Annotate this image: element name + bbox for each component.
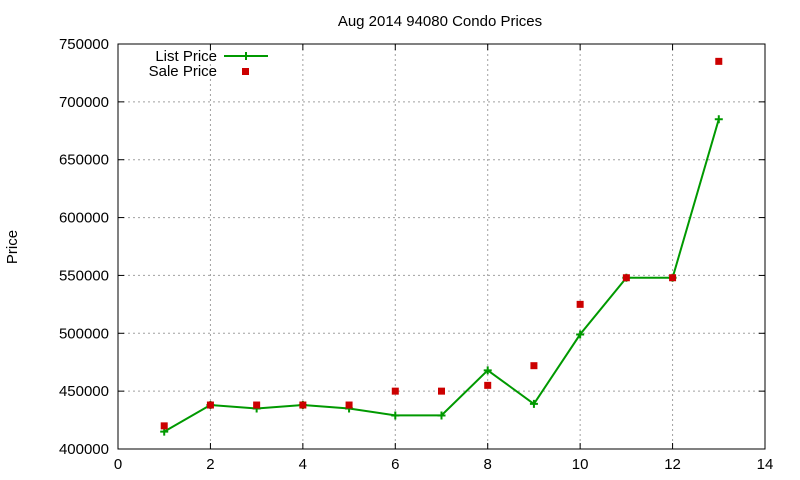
list-price-point (391, 411, 400, 420)
list-price-point (437, 411, 446, 420)
x-tick-label: 4 (299, 456, 307, 473)
legend-marker-sale-price (242, 68, 249, 75)
y-axis-label: Price (4, 230, 21, 264)
y-tick-label: 650000 (59, 152, 109, 169)
list-price-point (529, 399, 538, 408)
sale-price-point (206, 401, 214, 409)
list-price-line (163, 118, 720, 433)
y-tick-label: 550000 (59, 267, 109, 284)
x-tick-label: 12 (664, 456, 681, 473)
sale-price-point (484, 381, 492, 389)
sale-price-point (160, 422, 168, 430)
y-tick-label: 750000 (59, 36, 109, 53)
sale-price-point (622, 274, 630, 282)
x-tick-label: 6 (391, 456, 399, 473)
sale-price-point (345, 401, 353, 409)
y-tick-label: 500000 (59, 325, 109, 342)
sale-price-point (299, 401, 307, 409)
series-layer (160, 57, 723, 436)
legend-label-sale-price: Sale Price (149, 63, 217, 80)
list-price-point (714, 115, 723, 124)
list-price-point (576, 330, 585, 339)
list-price-point (483, 366, 492, 375)
sale-price-point (669, 274, 677, 282)
x-tick-label: 14 (757, 456, 774, 473)
sale-price-point (715, 57, 723, 65)
sale-price-point (253, 401, 261, 409)
x-tick-label: 2 (206, 456, 214, 473)
y-tick-label: 450000 (59, 383, 109, 400)
legend: List Price Sale Price (149, 48, 268, 80)
y-tick-label: 700000 (59, 94, 109, 111)
x-tick-label: 10 (572, 456, 589, 473)
sale-price-point (438, 387, 445, 395)
x-tick-label: 0 (114, 456, 122, 473)
ticks-layer: 0 2 4 6 8 10 12 14 400000 450000 500000 550000 60000… (59, 36, 773, 473)
y-tick-label: 400000 (59, 441, 109, 458)
chart-title: Aug 2014 94080 Condo Prices (338, 13, 542, 30)
x-tick-label: 8 (484, 456, 492, 473)
plot-frame (117, 43, 766, 450)
legend-marker-list-price (242, 52, 250, 60)
sale-price-point (530, 362, 538, 370)
sale-price-point (391, 387, 399, 395)
legend-label-list-price: List Price (155, 48, 217, 65)
sale-price-point (576, 300, 584, 308)
y-tick-label: 600000 (59, 210, 109, 227)
